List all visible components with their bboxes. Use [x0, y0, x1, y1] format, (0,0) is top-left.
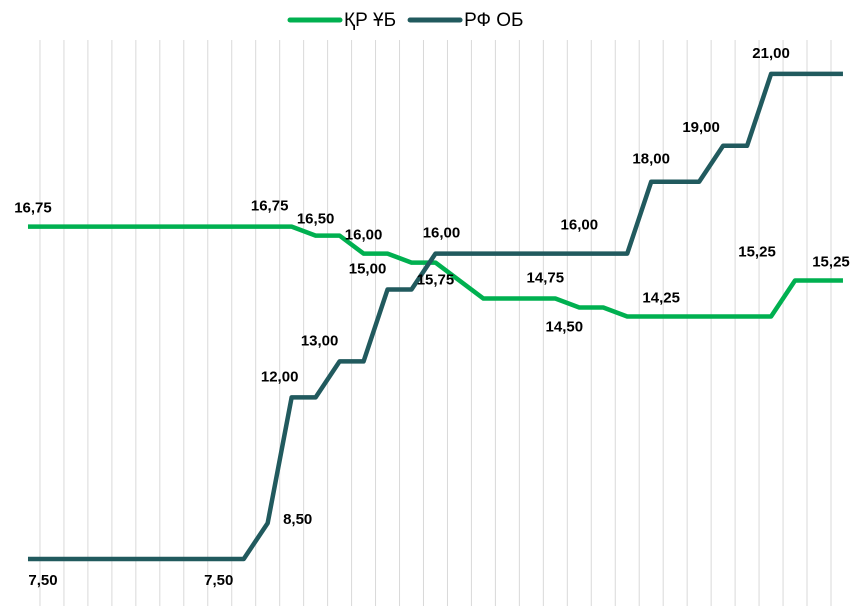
data-label: 16,00: [345, 227, 383, 244]
data-label: 18,00: [632, 151, 670, 168]
data-label: 15,25: [738, 244, 776, 261]
legend-label: РФ ОБ: [464, 10, 523, 31]
legend-label: ҚР ҰБ: [344, 10, 396, 31]
data-label: 16,50: [297, 211, 335, 228]
series-line: [27, 71, 843, 562]
data-label: 21,00: [752, 45, 790, 62]
data-label: 16,00: [423, 225, 461, 242]
data-label: 14,25: [642, 289, 680, 306]
data-label: 7,50: [28, 572, 57, 589]
data-label: 16,00: [561, 217, 599, 234]
data-label: 15,75: [417, 272, 455, 289]
data-label: 15,00: [349, 261, 387, 278]
data-label: 15,25: [812, 254, 850, 271]
data-label: 16,75: [14, 200, 52, 217]
data-label: 14,50: [546, 318, 584, 335]
data-label: 7,50: [204, 572, 233, 589]
series-line: [27, 224, 843, 319]
data-label: 12,00: [261, 368, 299, 385]
data-label: 16,75: [251, 198, 289, 215]
data-label: 8,50: [283, 511, 312, 528]
data-label: 19,00: [682, 119, 720, 136]
data-label: 13,00: [301, 332, 339, 349]
data-label: 14,75: [527, 269, 565, 286]
